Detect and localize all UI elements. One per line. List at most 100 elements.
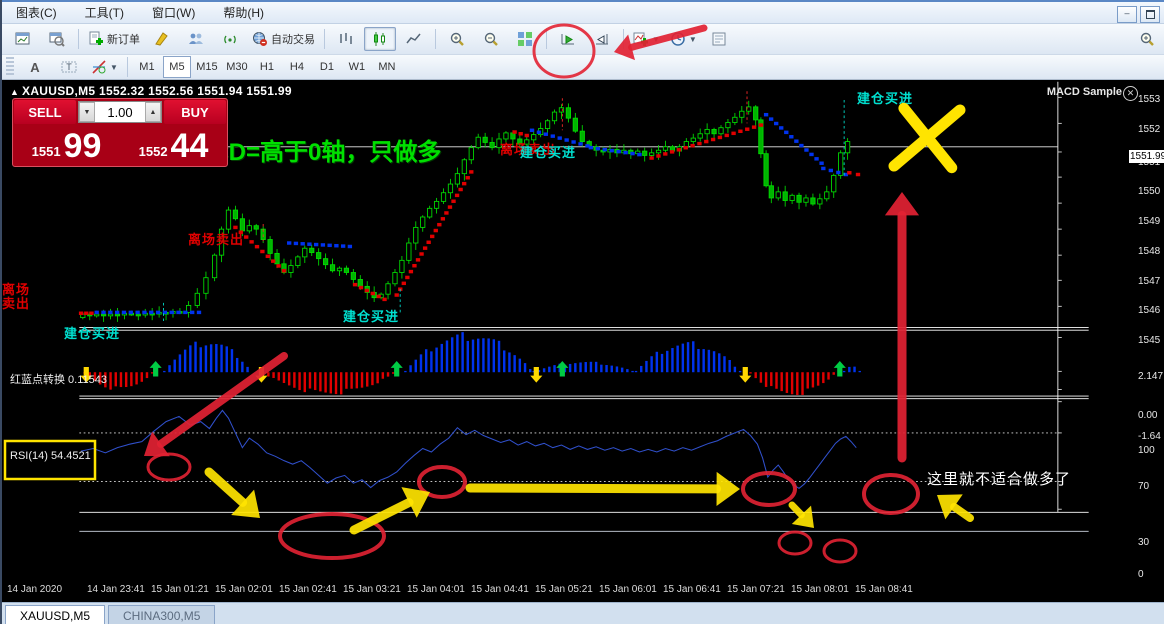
- draw-tools-button[interactable]: ▼: [87, 55, 122, 79]
- toolbar-grip[interactable]: [6, 57, 14, 77]
- metaeditor-button[interactable]: [146, 27, 178, 51]
- sell-price[interactable]: 1551 99: [31, 127, 102, 165]
- signal-label-0: 离场卖出: [2, 282, 31, 311]
- timeframe-m5[interactable]: M5: [162, 56, 191, 78]
- new-chart-button[interactable]: [7, 27, 39, 51]
- chart-region: ▲ XAUUSD,M5 1552.32 1552.56 1551.94 1551…: [2, 80, 1164, 602]
- timeframe-h4[interactable]: H4: [289, 61, 304, 73]
- draw-tool-buttons: A T ▼: [18, 55, 123, 79]
- templates-icon: [711, 31, 727, 47]
- minimize-button[interactable]: –: [1117, 6, 1137, 23]
- menu-items: 图表(C) 工具(T) 窗口(W) 帮助(H): [2, 2, 278, 23]
- timeframe-h1[interactable]: H1: [259, 61, 274, 73]
- menu-item-3[interactable]: 帮助(H): [223, 6, 264, 20]
- remove-expert-icon[interactable]: ✕: [1123, 86, 1138, 101]
- zoom-in-button[interactable]: [441, 27, 473, 51]
- signal-label-3: 建仓买进: [343, 309, 400, 324]
- signals-button[interactable]: [214, 27, 246, 51]
- chart-header: ▲ XAUUSD,M5 1552.32 1552.56 1551.94 1551…: [10, 84, 292, 98]
- chevron-down-icon[interactable]: ▼: [652, 34, 660, 44]
- bar-chart-button[interactable]: [330, 27, 362, 51]
- time-label-5: 15 Jan 03:21: [343, 584, 401, 595]
- menu-item-2[interactable]: 窗口(W): [152, 6, 196, 20]
- chart-tab-bar: XAUUSD,M5 CHINA300,M5: [2, 602, 1164, 624]
- buy-button[interactable]: BUY: [164, 100, 226, 124]
- buy-price[interactable]: 1552 44: [138, 127, 209, 165]
- time-label-9: 15 Jan 06:01: [599, 584, 657, 595]
- time-label-11: 15 Jan 07:21: [727, 584, 785, 595]
- templates-button[interactable]: [703, 27, 735, 51]
- tile-windows-button[interactable]: [509, 27, 541, 51]
- text-label-tool-icon: T: [61, 59, 77, 75]
- time-label-8: 15 Jan 05:21: [535, 584, 593, 595]
- volume-input[interactable]: [95, 102, 145, 122]
- menu-item-1[interactable]: 工具(T): [84, 6, 124, 20]
- price-tick-6: 1547: [1138, 276, 1161, 287]
- line-chart-button[interactable]: [398, 27, 430, 51]
- periods-icon: [670, 31, 686, 47]
- rsi-tick-0: 100: [1138, 445, 1155, 456]
- zoom-out-button[interactable]: [475, 27, 507, 51]
- candle-chart-icon: [372, 31, 388, 47]
- timeframe-mn[interactable]: MN: [378, 61, 396, 73]
- autotrade-button[interactable]: 自动交易: [248, 27, 319, 51]
- time-label-2: 15 Jan 01:21: [151, 584, 209, 595]
- time-label-6: 15 Jan 04:01: [407, 584, 465, 595]
- signals-icon: [222, 31, 238, 47]
- chart-profiles-button[interactable]: [41, 27, 73, 51]
- periods-button[interactable]: ▼: [666, 27, 701, 51]
- zoom-out-icon: [483, 31, 499, 47]
- collapse-triangle-icon[interactable]: ▲: [10, 87, 23, 97]
- volume-up-button[interactable]: ▲: [145, 102, 161, 122]
- time-label-4: 15 Jan 02:41: [279, 584, 337, 595]
- metaeditor-icon: [154, 31, 170, 47]
- time-label-12: 15 Jan 08:01: [791, 584, 849, 595]
- price-tick-4: 1549: [1138, 216, 1161, 227]
- new-order-icon: [88, 31, 104, 47]
- price-tick-0: 1553: [1138, 94, 1161, 105]
- chevron-down-icon[interactable]: ▼: [110, 62, 118, 72]
- timeframe-m15[interactable]: M15: [196, 61, 218, 73]
- timeframe-m30[interactable]: M30: [226, 61, 248, 73]
- price-tick-8: 1545: [1138, 335, 1161, 346]
- price-tick-7: 1546: [1138, 305, 1161, 316]
- restore-button[interactable]: [1140, 6, 1160, 23]
- time-label-3: 15 Jan 02:01: [215, 584, 273, 595]
- timeframe-m1[interactable]: M1: [139, 61, 155, 73]
- toolbar-separator: [546, 29, 547, 49]
- macd-tick-1: 0.00: [1138, 410, 1158, 421]
- font-tool-button[interactable]: A: [19, 55, 51, 79]
- toolbar-buttons: 新订单 自动交易 ▼ ▼: [6, 27, 736, 51]
- chart-tab-1[interactable]: CHINA300,M5: [108, 605, 216, 624]
- macd-tick-0: 2.147: [1138, 371, 1164, 382]
- chart-shift-button[interactable]: [586, 27, 618, 51]
- experts-button[interactable]: [180, 27, 212, 51]
- sell-button[interactable]: SELL: [14, 100, 76, 124]
- autotrade-icon: [252, 31, 268, 47]
- macd-sample-label: MACD Sample: [1046, 86, 1122, 98]
- chevron-down-icon[interactable]: ▼: [688, 34, 697, 44]
- volume-down-button[interactable]: ▼: [79, 102, 95, 122]
- indicators-button[interactable]: ▼: [629, 27, 664, 51]
- chart-tab-0[interactable]: XAUUSD,M5: [5, 605, 106, 624]
- rsi-tick-2: 30: [1138, 537, 1150, 548]
- new-order-label: 新订单: [107, 34, 140, 46]
- draw-tools-icon: [91, 59, 107, 75]
- auto-scroll-button[interactable]: [552, 27, 584, 51]
- time-label-0: 14 Jan 2020: [7, 584, 63, 595]
- rsi-tick-1: 70: [1138, 481, 1150, 492]
- menu-item-0[interactable]: 图表(C): [16, 6, 57, 20]
- signal-label-2: 离场卖出: [188, 232, 245, 247]
- signal-label-5: 建仓买进: [520, 145, 577, 160]
- new-order-button[interactable]: 新订单: [84, 27, 144, 51]
- candle-chart-button[interactable]: [364, 27, 396, 51]
- timeframe-d1[interactable]: D1: [319, 61, 334, 73]
- macd-indicator-label: 红蓝点转换 0.11543: [10, 374, 108, 386]
- rsi-note-text: 这里就不适合做多了: [927, 471, 1072, 488]
- timeframe-w1[interactable]: W1: [348, 61, 366, 73]
- auto-scroll-icon: [560, 31, 576, 47]
- text-label-tool-button[interactable]: T: [53, 55, 85, 79]
- toolbar-main: 新订单 自动交易 ▼ ▼: [2, 24, 1164, 55]
- find-symbol-button[interactable]: [1131, 27, 1163, 51]
